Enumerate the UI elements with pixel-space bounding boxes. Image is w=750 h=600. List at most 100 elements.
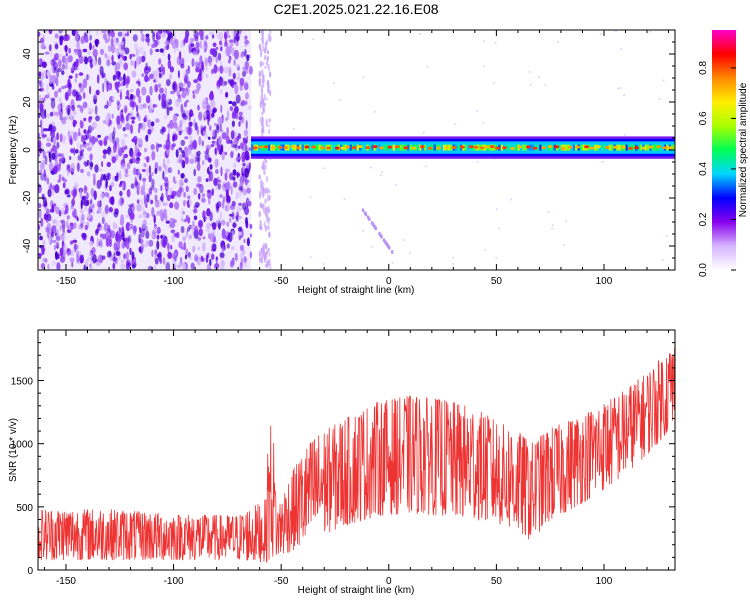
heatmap-tone-peak bbox=[502, 146, 507, 150]
heatmap-noise-cell bbox=[104, 207, 109, 213]
heatmap-noise-cell bbox=[200, 255, 204, 262]
heatmap-noise-cell bbox=[44, 108, 47, 119]
heatmap-noise-cell bbox=[89, 85, 92, 95]
heatmap-noise-cell bbox=[180, 149, 185, 154]
heatmap-noise-cell bbox=[197, 236, 202, 241]
heatmap-noise-cell bbox=[173, 219, 177, 223]
y-tick-label: -40 bbox=[22, 238, 33, 253]
heatmap-noise-cell bbox=[124, 33, 127, 37]
heatmap-speckle bbox=[419, 33, 421, 35]
heatmap-noise-cell bbox=[112, 223, 118, 230]
heatmap-noise-cell bbox=[211, 222, 217, 230]
heatmap-noise-cell bbox=[169, 66, 174, 73]
heatmap-noise-cell bbox=[185, 69, 191, 75]
heatmap-noise-cell bbox=[151, 172, 154, 177]
heatmap-tone-peak bbox=[656, 145, 662, 149]
heatmap-noise-cell bbox=[156, 30, 162, 38]
heatmap-noise-cell bbox=[232, 30, 237, 38]
heatmap-tone-cell bbox=[294, 144, 297, 151]
heatmap-noise-cell bbox=[66, 220, 69, 228]
heatmap-tone-cell bbox=[565, 144, 568, 151]
heatmap-streak-cell bbox=[368, 217, 371, 222]
heatmap-noise-cell bbox=[219, 40, 222, 46]
heatmap-noise-cell bbox=[178, 94, 181, 99]
heatmap-speckle bbox=[617, 87, 619, 90]
heatmap-noise-cell bbox=[141, 86, 147, 96]
heatmap-noise-cell bbox=[206, 222, 211, 230]
heatmap-noise-cell bbox=[180, 208, 185, 218]
heatmap-noise-cell bbox=[144, 243, 149, 248]
heatmap-tone-peak bbox=[621, 145, 626, 149]
heatmap-noise-cell bbox=[137, 138, 143, 148]
heatmap-speckle bbox=[395, 184, 397, 186]
colorbar-tick-label: 0.8 bbox=[698, 61, 709, 75]
heatmap-noise-cell bbox=[202, 241, 206, 252]
heatmap-noise-cell bbox=[238, 186, 243, 192]
heatmap-scatter-cell bbox=[259, 116, 262, 124]
heatmap-noise-cell bbox=[134, 43, 138, 51]
heatmap-noise-cell bbox=[215, 256, 218, 264]
heatmap-noise-cell bbox=[130, 124, 134, 134]
heatmap-noise-cell bbox=[119, 170, 122, 180]
heatmap-noise-cell bbox=[88, 206, 91, 215]
heatmap-noise-cell bbox=[56, 262, 61, 270]
heatmap-noise-cell bbox=[98, 168, 103, 172]
heatmap-noise-cell bbox=[236, 156, 242, 160]
heatmap-noise-cell bbox=[180, 173, 185, 179]
snr-line bbox=[38, 347, 675, 563]
heatmap-tone-peak bbox=[641, 146, 647, 150]
heatmap-noise-cell bbox=[221, 219, 226, 226]
heatmap-noise-cell bbox=[189, 198, 192, 206]
heatmap-noise-cell bbox=[129, 100, 135, 108]
heatmap-noise-cell bbox=[245, 92, 249, 100]
heatmap-scatter-cell bbox=[258, 174, 261, 180]
heatmap-tone-peak bbox=[510, 147, 515, 150]
heatmap-noise-cell bbox=[191, 58, 195, 67]
heatmap-noise-cell bbox=[126, 32, 129, 37]
heatmap-noise-cell bbox=[151, 249, 154, 257]
heatmap-noise-cell bbox=[62, 182, 66, 189]
heatmap-noise-cell bbox=[43, 128, 48, 132]
heatmap-noise-cell bbox=[95, 30, 99, 36]
heatmap-noise-cell bbox=[155, 142, 159, 153]
heatmap-scatter-cell bbox=[262, 181, 265, 189]
heatmap-noise-cell bbox=[75, 58, 79, 68]
heatmap-noise-cell bbox=[230, 246, 235, 250]
heatmap-speckle bbox=[293, 128, 295, 130]
heatmap-noise-cell bbox=[229, 106, 234, 112]
heatmap-noise-cell bbox=[67, 55, 73, 63]
heatmap-noise-cell bbox=[83, 56, 87, 63]
heatmap-noise-cell bbox=[195, 61, 198, 69]
heatmap-noise-cell bbox=[61, 207, 65, 216]
heatmap-noise-cell bbox=[124, 168, 129, 175]
heatmap-noise-cell bbox=[140, 243, 145, 250]
heatmap-noise-cell bbox=[55, 77, 59, 87]
heatmap-noise-cell bbox=[92, 45, 95, 50]
heatmap-noise-cell bbox=[64, 63, 68, 70]
heatmap-tone-peak bbox=[584, 145, 589, 149]
heatmap-noise-cell bbox=[69, 113, 73, 122]
heatmap-noise-cell bbox=[104, 204, 109, 215]
heatmap-scatter-cell bbox=[267, 247, 270, 252]
heatmap-noise-cell bbox=[170, 90, 175, 95]
heatmap-noise-cell bbox=[75, 136, 78, 141]
heatmap-noise-cell bbox=[134, 60, 137, 69]
heatmap-noise-cell bbox=[167, 59, 172, 69]
heatmap-noise-cell bbox=[153, 79, 157, 83]
x-tick-label: 0 bbox=[386, 576, 392, 587]
heatmap-noise-cell bbox=[73, 61, 77, 67]
heatmap-noise-cell bbox=[222, 181, 227, 192]
heatmap-tone-peak bbox=[419, 145, 425, 149]
heatmap-noise-cell bbox=[148, 239, 154, 247]
heatmap-noise-cell bbox=[74, 32, 79, 42]
y-tick-label: 20 bbox=[22, 96, 33, 108]
heatmap-scatter-cell bbox=[265, 97, 268, 101]
heatmap-noise-cell bbox=[123, 253, 126, 260]
heatmap-noise-cell bbox=[239, 142, 244, 150]
heatmap-noise-cell bbox=[187, 65, 190, 71]
snr-x-axis-label: Height of straight line (km) bbox=[298, 585, 415, 596]
heatmap-noise-cell bbox=[72, 191, 76, 200]
heatmap-tone-cell bbox=[500, 144, 504, 151]
y-tick-label: 40 bbox=[22, 48, 33, 60]
heatmap-noise-cell bbox=[41, 113, 45, 120]
